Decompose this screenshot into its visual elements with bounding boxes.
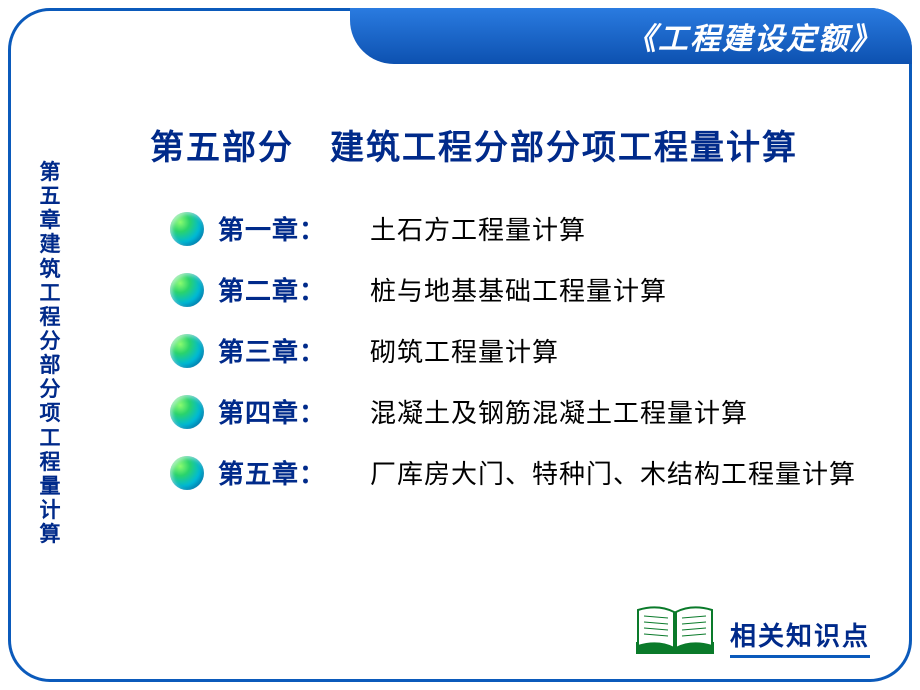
chapter-row: 第四章： 混凝土及钢筋混凝土工程量计算 — [170, 393, 860, 430]
bullet-icon — [170, 456, 204, 490]
open-book-icon — [630, 602, 720, 658]
bullet-icon — [170, 212, 204, 246]
bullet-icon — [170, 395, 204, 429]
chapter-label: 第三章： — [218, 332, 358, 369]
chapter-label: 第一章： — [218, 210, 358, 247]
chapter-desc: 桩与地基基础工程量计算 — [370, 271, 667, 308]
chapter-row: 第五章： 厂库房大门、特种门、木结构工程量计算 — [170, 454, 860, 491]
chapter-label: 第二章： — [218, 271, 358, 308]
footer-link-text[interactable]: 相关知识点 — [730, 616, 870, 658]
chapter-desc: 土石方工程量计算 — [370, 210, 586, 247]
chapter-list: 第一章： 土石方工程量计算 第二章： 桩与地基基础工程量计算 第三章： 砌筑工程… — [170, 210, 860, 515]
header-banner: 《工程建设定额》 — [350, 8, 912, 64]
chapter-row: 第三章： 砌筑工程量计算 — [170, 332, 860, 369]
chapter-desc: 厂库房大门、特种门、木结构工程量计算 — [370, 454, 856, 491]
chapter-label: 第四章： — [218, 393, 358, 430]
sidebar-vertical-title: 第五章 建筑工程分部分项工程量计算 — [36, 160, 64, 546]
chapter-desc: 混凝土及钢筋混凝土工程量计算 — [370, 393, 748, 430]
chapter-row: 第二章： 桩与地基基础工程量计算 — [170, 271, 860, 308]
bullet-icon — [170, 273, 204, 307]
bullet-icon — [170, 334, 204, 368]
main-title: 第五部分 建筑工程分部分项工程量计算 — [150, 120, 860, 169]
header-title: 《工程建设定额》 — [626, 14, 882, 58]
chapter-desc: 砌筑工程量计算 — [370, 332, 559, 369]
chapter-row: 第一章： 土石方工程量计算 — [170, 210, 860, 247]
footer-link[interactable]: 相关知识点 — [630, 602, 870, 658]
chapter-label: 第五章： — [218, 454, 358, 491]
